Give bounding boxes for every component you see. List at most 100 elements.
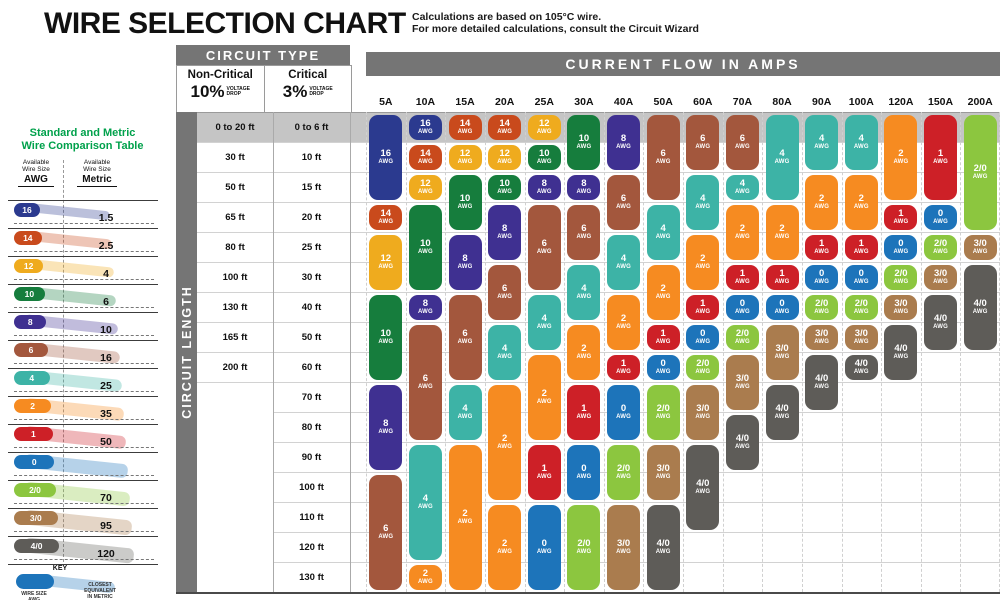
- wire-pill-25A-6awg: 6 AWG: [527, 204, 561, 290]
- gridline: [197, 322, 1000, 323]
- amp-column-header-40A: 40A: [613, 96, 634, 108]
- wire-pill-25A-1awg: 1 AWG: [527, 444, 561, 500]
- length-grid-divider: [350, 112, 351, 592]
- wire-pill-90A-3-0awg: 3/0 AWG: [805, 324, 839, 350]
- amp-column-header-20A: 20A: [495, 96, 515, 108]
- wire-pill-5A-8awg: 8 AWG: [369, 384, 403, 470]
- wire-pill-25A-4awg: 4 AWG: [527, 294, 561, 350]
- wire-pill-40A-0awg: 0 AWG: [607, 384, 641, 440]
- sidebar-row-divider: [8, 480, 158, 481]
- amp-column-divider: [762, 112, 764, 592]
- amp-column-divider: [643, 112, 645, 592]
- wire-pill-200A-2-0awg: 2/0 AWG: [963, 114, 997, 230]
- length-cell-noncritical-6: 130 ft: [222, 301, 248, 313]
- sidebar-metric-value: 10: [100, 324, 112, 336]
- amp-column-header-10A: 10A: [415, 96, 436, 108]
- sidebar-awg-pill-6: 6: [14, 343, 48, 357]
- wire-pill-70A-6awg: 6 AWG: [725, 114, 759, 170]
- amp-column-divider: [841, 112, 843, 592]
- length-cell-critical-15: 130 ft: [299, 571, 324, 583]
- length-cell-noncritical-12: [197, 472, 273, 502]
- wire-pill-80A-1awg: 1 AWG: [765, 264, 799, 290]
- amp-column-header-5A: 5A: [379, 96, 393, 108]
- wire-pill-80A-4awg: 4 AWG: [765, 114, 799, 200]
- amp-column-header-50A: 50A: [653, 96, 673, 108]
- wire-pill-20A-2awg: 2 AWG: [488, 384, 522, 500]
- sidebar-metric-column-header: Available Wire Size Metric: [68, 159, 126, 187]
- voltage-drop-label: VOLTAGE DROP: [226, 86, 250, 97]
- sidebar-metric-value: 95: [100, 520, 112, 532]
- length-cell-critical-8: 60 ft: [301, 361, 322, 373]
- gridline: [197, 202, 1000, 203]
- sidebar-dashed-line: [14, 531, 154, 532]
- amp-column-divider: [960, 112, 962, 592]
- amp-column-divider: [603, 112, 605, 592]
- sidebar-row-divider: [8, 452, 158, 453]
- wire-pill-120A-3-0awg: 3/0 AWG: [884, 294, 918, 320]
- sidebar-row-divider: [8, 312, 158, 313]
- wire-pill-5A-6awg: 6 AWG: [369, 474, 403, 590]
- sidebar-awg-pill-1: 1: [14, 427, 53, 441]
- wire-pill-20A-10awg: 10 AWG: [488, 174, 522, 200]
- wire-pill-15A-4awg: 4 AWG: [448, 384, 482, 440]
- sidebar-dashed-line: [14, 335, 154, 336]
- wire-pill-60A-1awg: 1 AWG: [686, 294, 720, 320]
- circuit-type-subheader: Non-Critical 10% VOLTAGE DROP Critical 3%…: [176, 65, 352, 114]
- sidebar-dashed-line: [14, 251, 154, 252]
- gridline: [273, 442, 1000, 443]
- amp-column-divider: [722, 112, 724, 592]
- length-cell-noncritical-14: [197, 532, 273, 562]
- voltage-drop-label: VOLTAGE DROP: [309, 86, 333, 97]
- sidebar-row-divider: [8, 228, 158, 229]
- amp-column-header-15A: 15A: [455, 96, 475, 108]
- sidebar-metric-value: 2.5: [98, 240, 114, 252]
- gridline: [197, 262, 1000, 263]
- wire-pill-150A-3-0awg: 3/0 AWG: [924, 264, 958, 290]
- length-cell-critical-13: 110 ft: [299, 511, 324, 523]
- length-cell-noncritical-9: [197, 382, 273, 412]
- wire-pill-80A-3-0awg: 3/0 AWG: [765, 324, 799, 380]
- wire-pill-60A-3-0awg: 3/0 AWG: [686, 384, 720, 440]
- sidebar-row-divider: [8, 200, 158, 201]
- wire-pill-40A-6awg: 6 AWG: [607, 174, 641, 230]
- wire-pill-100A-1awg: 1 AWG: [844, 234, 878, 260]
- sidebar-metric-value: 4: [103, 268, 109, 280]
- sidebar-row-divider: [8, 396, 158, 397]
- wire-pill-40A-2-0awg: 2/0 AWG: [607, 444, 641, 500]
- wire-pill-25A-12awg: 12 AWG: [527, 114, 561, 140]
- length-cell-noncritical-8: 200 ft: [222, 361, 248, 373]
- wire-pill-40A-3-0awg: 3/0 AWG: [607, 504, 641, 590]
- wire-pill-20A-4awg: 4 AWG: [488, 324, 522, 380]
- amp-column-header-100A: 100A: [848, 96, 874, 108]
- sidebar-dashed-line: [14, 559, 154, 560]
- sidebar-awg-pill-0: 0: [14, 455, 55, 469]
- wire-pill-100A-2-0awg: 2/0 AWG: [844, 294, 878, 320]
- wire-pill-20A-14awg: 14 AWG: [488, 114, 522, 140]
- sidebar-row-divider: [8, 340, 158, 341]
- sidebar-metric-value: 120: [97, 548, 115, 560]
- sidebar-dashed-line: [14, 475, 154, 476]
- amp-column-header-150A: 150A: [928, 96, 954, 108]
- amp-column-divider: [683, 112, 684, 592]
- length-cell-critical-4: 25 ft: [301, 241, 322, 253]
- amp-column-divider: [881, 112, 883, 592]
- sidebar-column-divider: [63, 160, 64, 562]
- wire-pill-5A-16awg: 16 AWG: [369, 114, 403, 200]
- sidebar-metric-value: 1.5: [98, 212, 114, 224]
- amp-column-divider: [920, 112, 922, 592]
- wire-pill-50A-4-0awg: 4/0 AWG: [646, 504, 680, 590]
- sidebar-dashed-line: [14, 419, 154, 420]
- sidebar-dashed-line: [14, 307, 154, 308]
- wire-pill-70A-3-0awg: 3/0 AWG: [725, 354, 759, 410]
- wire-pill-70A-2awg: 2 AWG: [725, 204, 759, 260]
- wire-pill-60A-2awg: 2 AWG: [686, 234, 720, 290]
- amp-column-header-70A: 70A: [732, 96, 753, 108]
- sidebar-row-divider: [8, 424, 158, 425]
- wire-pill-30A-2awg: 2 AWG: [567, 324, 601, 380]
- sidebar-row-divider: [8, 256, 158, 257]
- wire-pill-70A-1awg: 1 AWG: [725, 264, 759, 290]
- wire-pill-25A-0awg: 0 AWG: [527, 504, 561, 590]
- gridline: [197, 382, 1000, 383]
- sidebar-title: Standard and Metric Wire Comparison Tabl…: [21, 127, 144, 152]
- length-cell-critical-12: 100 ft: [299, 481, 324, 493]
